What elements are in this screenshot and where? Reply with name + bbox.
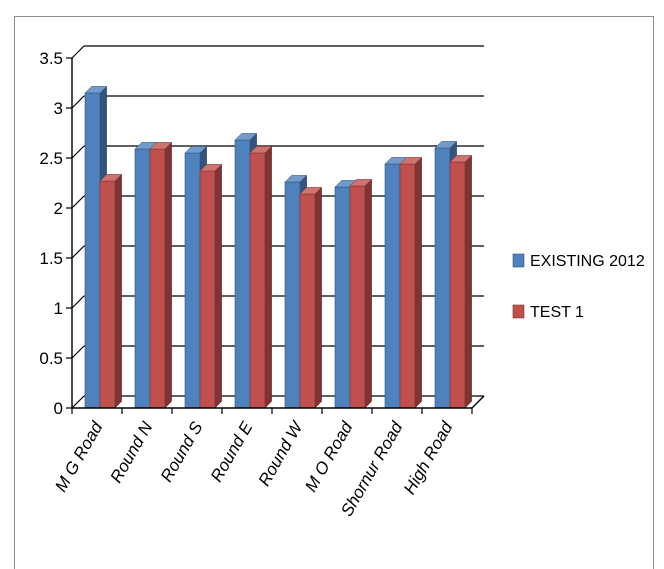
bar-side bbox=[214, 163, 222, 409]
legend: EXISTING 2012 TEST 1 bbox=[512, 253, 645, 321]
gridline-diagonal bbox=[71, 45, 85, 59]
bar-front bbox=[449, 161, 466, 409]
bar-front bbox=[149, 148, 166, 409]
bar-top bbox=[84, 86, 108, 94]
bar bbox=[249, 145, 273, 409]
bar-front bbox=[184, 152, 201, 409]
bar bbox=[149, 141, 173, 409]
bar bbox=[199, 163, 223, 409]
gridline-diagonal bbox=[71, 195, 85, 209]
bar-front bbox=[199, 170, 216, 409]
bar-side bbox=[414, 156, 422, 409]
bar-side bbox=[314, 186, 322, 409]
y-tick-label: 0.5 bbox=[39, 349, 63, 368]
bar-front bbox=[349, 185, 366, 409]
bar-top bbox=[99, 174, 123, 182]
y-tick-label: 2.5 bbox=[39, 149, 63, 168]
bar-front bbox=[334, 186, 351, 409]
gridline-diagonal bbox=[71, 245, 85, 259]
y-tick-label: 3.5 bbox=[39, 49, 63, 68]
x-category-label: Round E bbox=[207, 418, 257, 485]
bar-front bbox=[434, 147, 451, 409]
legend-swatch bbox=[512, 304, 525, 319]
bar-top bbox=[249, 146, 273, 154]
bar-top bbox=[184, 146, 208, 154]
x-category-label: M G Road bbox=[51, 418, 106, 495]
bar-top bbox=[284, 175, 308, 183]
bar-front bbox=[384, 163, 401, 409]
x-category-label: M O Road bbox=[301, 418, 356, 495]
y-tick-label: 0 bbox=[54, 399, 63, 418]
bar-front bbox=[234, 139, 251, 409]
bar-front bbox=[134, 148, 151, 409]
x-category-label: Round S bbox=[157, 418, 207, 485]
bar bbox=[99, 173, 123, 409]
gridline-diagonal bbox=[71, 95, 85, 109]
y-tick-label: 2 bbox=[54, 199, 63, 218]
bar bbox=[299, 186, 323, 409]
x-category-label: Round W bbox=[255, 417, 308, 490]
bar-top bbox=[199, 164, 223, 172]
bar bbox=[399, 156, 423, 409]
gridline-diagonal bbox=[71, 395, 85, 409]
bar-top bbox=[234, 133, 258, 141]
x-category-label: High Road bbox=[400, 418, 457, 498]
gridlines bbox=[71, 45, 484, 409]
bar-top bbox=[449, 155, 473, 163]
chart-frame bbox=[14, 16, 654, 569]
gridline-diagonal bbox=[71, 145, 85, 159]
bar-top bbox=[399, 157, 423, 165]
bar-front bbox=[284, 181, 301, 409]
bar-front bbox=[299, 193, 316, 409]
legend-swatch bbox=[512, 253, 525, 268]
bar-side bbox=[164, 141, 172, 409]
bar-top bbox=[434, 141, 458, 149]
y-axis-ticks: 0 0.5 1 1.5 2 2.5 3 3.5 bbox=[39, 49, 72, 418]
bar bbox=[449, 154, 473, 409]
legend-label: EXISTING 2012 bbox=[530, 253, 645, 270]
legend-label: TEST 1 bbox=[530, 304, 584, 321]
bars bbox=[84, 85, 473, 409]
bar-front bbox=[399, 163, 416, 409]
bar-top bbox=[299, 187, 323, 195]
bar-front bbox=[84, 92, 101, 409]
x-axis-depth-line bbox=[471, 395, 485, 409]
gridline-diagonal bbox=[71, 345, 85, 359]
axes bbox=[71, 58, 485, 409]
y-tick-label: 1.5 bbox=[39, 249, 63, 268]
gridline-diagonal bbox=[71, 295, 85, 309]
bar-side bbox=[114, 173, 122, 409]
bar-side bbox=[364, 178, 372, 409]
bar-top bbox=[149, 142, 173, 150]
bar-side bbox=[464, 154, 472, 409]
y-tick-label: 1 bbox=[54, 299, 63, 318]
bar bbox=[349, 178, 373, 409]
y-tick-label: 3 bbox=[54, 99, 63, 118]
bar-front bbox=[249, 152, 266, 409]
x-category-label: Round N bbox=[106, 418, 156, 486]
bar-side bbox=[264, 145, 272, 409]
bar-front bbox=[99, 180, 116, 409]
bar-top bbox=[349, 179, 373, 187]
